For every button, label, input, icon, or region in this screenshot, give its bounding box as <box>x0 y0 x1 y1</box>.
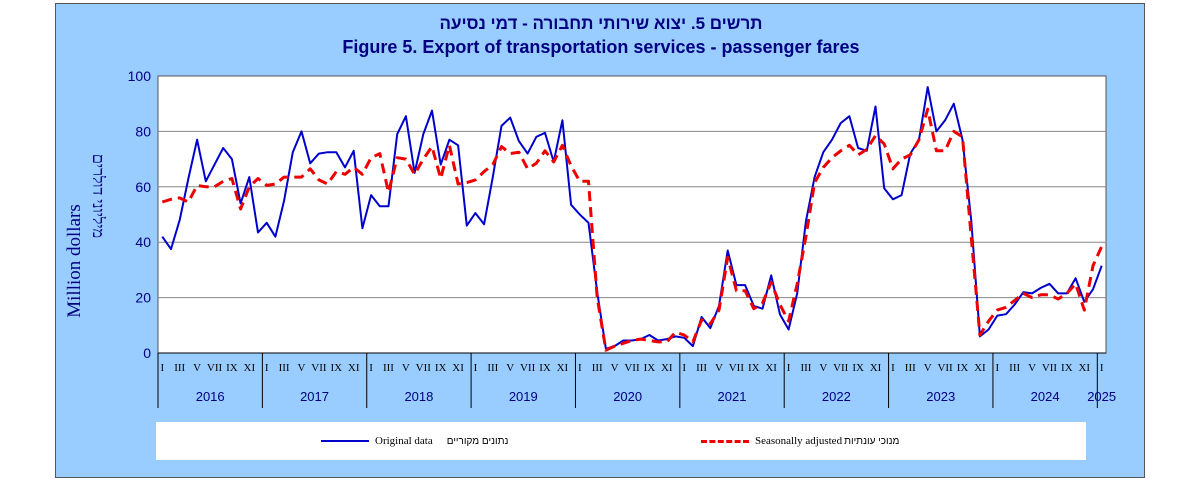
x-tick-label: XI <box>348 362 360 374</box>
x-tick-label: IX <box>226 362 238 374</box>
y-axis: 0 20 40 60 80 100 <box>128 68 152 361</box>
year-label: 2025 <box>1087 389 1116 404</box>
x-tick-label: V <box>506 362 514 374</box>
x-tick-label: I <box>891 362 895 374</box>
x-tick-label: III <box>383 362 394 374</box>
year-label: 2022 <box>822 389 851 404</box>
plot-area <box>157 75 1107 354</box>
x-tick-label: VII <box>624 362 640 374</box>
x-tick-label: V <box>924 362 932 374</box>
legend-label-original: Original data <box>375 435 433 447</box>
legend-swatch-original <box>321 440 369 442</box>
x-tick-label: V <box>715 362 723 374</box>
y-tick-label: 60 <box>135 179 151 195</box>
x-tick-label: III <box>800 362 811 374</box>
x-tick-label: I <box>682 362 686 374</box>
x-tick-label: IX <box>748 362 760 374</box>
x-tick-label: I <box>474 362 478 374</box>
x-tick-label: IX <box>539 362 551 374</box>
legend-item-original: Original data נתונים מקוריים <box>321 432 508 450</box>
year-label: 2017 <box>300 389 329 404</box>
y-tick-label: 0 <box>143 345 151 361</box>
x-tick-label: III <box>174 362 185 374</box>
x-tick-label: IX <box>957 362 969 374</box>
x-tick-label: VII <box>416 362 432 374</box>
year-label: 2021 <box>718 389 747 404</box>
x-tick-label: IX <box>852 362 864 374</box>
x-tick-label: VII <box>207 362 223 374</box>
x-tick-label: V <box>611 362 619 374</box>
x-tick-label: I <box>578 362 582 374</box>
x-tick-label: V <box>298 362 306 374</box>
x-tick-label: VII <box>729 362 745 374</box>
y-tick-label: 20 <box>135 290 151 306</box>
year-label: 2016 <box>196 389 225 404</box>
chart-title-hebrew: תרשים 5. יצוא שירותי תחבורה - דמי נסיעה <box>439 14 763 33</box>
x-tick-label: XI <box>870 362 882 374</box>
x-tick-label: XI <box>244 362 256 374</box>
x-tick-label: VII <box>520 362 536 374</box>
x-tick-label: XI <box>452 362 464 374</box>
x-axis: I III V VII IX XI I III V VII IX XI I III V VII IX XI I III… <box>157 352 1116 408</box>
x-tick-label: IX <box>644 362 656 374</box>
legend-item-adjusted: Seasonally adjusted מנוכי עונתיות <box>701 432 899 450</box>
x-tick-label: I <box>265 362 269 374</box>
x-tick-label: V <box>1028 362 1036 374</box>
y-axis-label-hebrew: מיליוני דולרים <box>89 153 106 239</box>
x-tick-label: III <box>592 362 603 374</box>
x-tick-label: V <box>819 362 827 374</box>
x-tick-label: XI <box>974 362 986 374</box>
x-tick-label: III <box>1009 362 1020 374</box>
x-tick-label: III <box>696 362 707 374</box>
legend-swatch-adjusted <box>701 439 749 443</box>
y-tick-label: 40 <box>135 234 151 250</box>
x-tick-label: XI <box>1078 362 1090 374</box>
year-label: 2024 <box>1031 389 1060 404</box>
y-tick-label: 80 <box>135 123 151 139</box>
x-tick-label: XI <box>557 362 569 374</box>
series-line-seasonally-adjusted <box>161 107 1104 352</box>
x-tick-label: IX <box>435 362 447 374</box>
x-tick-label: I <box>995 362 999 374</box>
x-tick-label: VII <box>311 362 327 374</box>
x-tick-label: VII <box>833 362 849 374</box>
x-tick-label: IX <box>1061 362 1073 374</box>
y-tick-label: 100 <box>128 68 152 84</box>
x-tick-label: I <box>787 362 791 374</box>
chart-title-english: Figure 5. Export of transportation servi… <box>342 37 860 57</box>
chart-frame: תרשים 5. יצוא שירותי תחבורה - דמי נסיעה … <box>55 3 1145 478</box>
x-tick-label: VII <box>1042 362 1058 374</box>
series-line-original <box>161 86 1103 350</box>
x-tick-label: V <box>193 362 201 374</box>
x-tick-label: I <box>161 362 165 374</box>
gridlines <box>158 130 1106 299</box>
x-tick-label: III <box>279 362 290 374</box>
year-label: 2019 <box>509 389 538 404</box>
x-tick-label: VII <box>937 362 953 374</box>
x-tick-label: I <box>369 362 373 374</box>
x-tick-label: I <box>1100 362 1104 374</box>
legend-label-adjusted: Seasonally adjusted <box>755 435 843 447</box>
x-tick-label: IX <box>330 362 342 374</box>
x-tick-label: III <box>905 362 916 374</box>
year-label: 2018 <box>404 389 433 404</box>
x-tick-label: V <box>402 362 410 374</box>
legend-label-adjusted-hebrew: מנוכי עונתיות <box>844 435 900 447</box>
legend-label-original-hebrew: נתונים מקוריים <box>446 435 509 447</box>
year-label: 2023 <box>926 389 955 404</box>
x-tick-label: XI <box>661 362 673 374</box>
x-tick-label: III <box>487 362 498 374</box>
series-group <box>161 86 1104 352</box>
year-label: 2020 <box>613 389 642 404</box>
legend: Original data נתונים מקוריים Seasonally … <box>156 422 1086 460</box>
x-tick-label: XI <box>765 362 777 374</box>
